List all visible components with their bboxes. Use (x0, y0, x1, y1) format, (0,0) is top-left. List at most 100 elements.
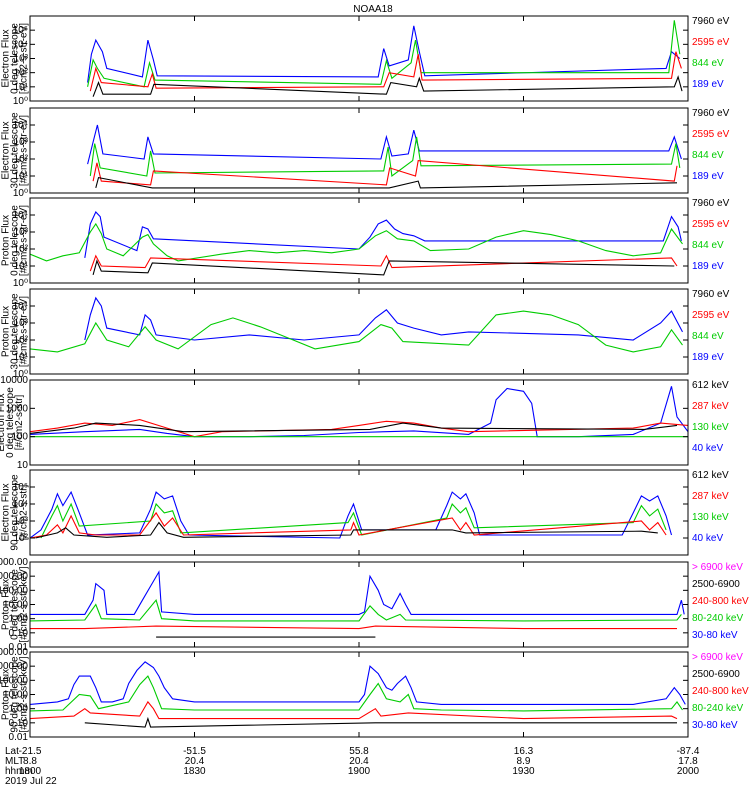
legend-entry: 7960 eV (692, 16, 730, 27)
y-tick-label: 10000.00 (0, 557, 28, 568)
y-tick-label: 10⁴ (13, 120, 28, 131)
time-tick-label: 1930 (512, 766, 535, 777)
y-tick-label: 10.00 (3, 600, 28, 611)
mlt-tick-label: 17.8 (678, 756, 698, 767)
legend-entry: 30-80 keV (692, 720, 738, 731)
lat-tick-label: -87.4 (677, 746, 700, 757)
y-tick-label: 1000 (6, 403, 29, 414)
legend-entry: 2500-6900 (692, 579, 740, 590)
x-row-label: Lat (5, 746, 19, 757)
y-tick-label: 10² (14, 154, 29, 165)
series-black-line (92, 75, 683, 97)
legend-entry: 189 eV (692, 261, 724, 272)
series-blue-line (84, 296, 683, 341)
y-tick-label: 10¹ (14, 261, 29, 272)
series-green-line (30, 310, 683, 353)
y-tick-label: 0.01 (9, 732, 29, 743)
y-tick-label: 10⁵ (13, 482, 28, 493)
chart-title: NOAA18 (353, 4, 393, 15)
y-tick-label: 10⁵ (13, 25, 28, 36)
y-tick-label: 10⁰ (13, 369, 28, 380)
legend-entry: 7960 eV (692, 198, 730, 209)
legend-entry: 189 eV (692, 79, 724, 90)
y-tick-label: 10² (14, 533, 29, 544)
y-axis-label: MEPEDProton Flux0 deg telescope[#/cm2-s-… (0, 566, 30, 642)
series-black-line (84, 716, 677, 728)
mlt-tick-label: 8.8 (23, 756, 37, 767)
legend-entry: > 6900 keV (692, 562, 743, 573)
legend-entry: > 6900 keV (692, 652, 743, 663)
y-tick-label: 10³ (14, 227, 29, 238)
series-red-line (30, 419, 688, 438)
time-tick-label: 1830 (183, 766, 206, 777)
series-black-line (30, 422, 678, 434)
legend-entry: 7960 eV (692, 108, 730, 119)
panel-frame (29, 469, 689, 556)
series-black-line (95, 176, 678, 189)
lat-tick-label: 16.3 (514, 746, 534, 757)
y-tick-label: 10³ (14, 516, 29, 527)
mlt-tick-label: 8.9 (517, 756, 531, 767)
legend-entry: 80-240 keV (692, 613, 743, 624)
y-tick-label: 10¹ (14, 171, 29, 182)
y-tick-label: 100.00 (0, 585, 28, 596)
legend-entry: 2595 eV (692, 310, 730, 321)
y-axis-label: TEDElectron Flux30 deg telescope[#/cm2-s… (0, 112, 30, 189)
y-tick-label: 10⁴ (13, 39, 28, 50)
legend-entry: 7960 eV (692, 289, 730, 300)
y-tick-label: 100 (11, 432, 28, 443)
legend-entry: 2500-6900 (692, 669, 740, 680)
y-tick-label: 10¹ (14, 352, 29, 363)
y-tick-label: 1.00 (9, 614, 29, 625)
legend-entry: 844 eV (692, 150, 724, 161)
y-tick-label: 0.10 (9, 718, 29, 729)
date-label: 2019 Jul 22 (5, 776, 57, 787)
time-tick-label: 1900 (348, 766, 371, 777)
series-green-line (40, 502, 667, 539)
legend-entry: 287 keV (692, 491, 729, 502)
series-red-line (30, 700, 678, 720)
y-tick-label: 100.00 (0, 675, 28, 686)
y-tick-label: 10⁰ (13, 188, 28, 199)
legend-entry: 130 keV (692, 512, 729, 523)
legend-entry: 844 eV (692, 331, 724, 342)
legend-entry: 612 keV (692, 380, 729, 391)
y-tick-label: 10³ (14, 318, 29, 329)
legend-entry: 240-800 keV (692, 596, 749, 607)
lat-tick-label: -21.5 (19, 746, 42, 757)
y-tick-label: 10¹ (14, 82, 29, 93)
y-axis-label: MEPEDProton Flux90 deg telescope[#/cm2-s… (0, 656, 30, 733)
series-black-line (92, 259, 675, 276)
series-red-line (30, 511, 667, 539)
legend-entry: 30-80 keV (692, 630, 738, 641)
legend-entry: 189 eV (692, 352, 724, 363)
series-blue-line (84, 211, 682, 258)
panel-8: 0.01 0.10 1.00 10.00 100.00 1000.00 10000.00ME… (0, 647, 749, 743)
y-tick-label: 10⁴ (13, 210, 28, 221)
y-tick-label: 10³ (14, 54, 29, 65)
y-tick-label: 10000 (0, 375, 28, 386)
legend-entry: 844 eV (692, 58, 724, 69)
panel-7: 0.01 0.10 1.00 10.00 100.00 1000.00 10000.00ME… (0, 557, 749, 653)
y-tick-label: 1000.00 (0, 661, 28, 672)
legend-entry: 80-240 keV (692, 703, 743, 714)
panel-frame (29, 379, 689, 466)
series-red-line (89, 51, 682, 92)
legend-entry: 240-800 keV (692, 686, 749, 697)
series-green-line (87, 20, 681, 88)
y-tick-label: 10⁰ (13, 278, 28, 289)
y-tick-label: 10³ (14, 137, 29, 148)
legend-entry: 130 keV (692, 422, 729, 433)
y-tick-label: 0.10 (9, 628, 29, 639)
series-red-line (89, 254, 678, 272)
legend-entry: 844 eV (692, 240, 724, 251)
legend-entry: 2595 eV (692, 129, 730, 140)
legend-entry: 287 keV (692, 401, 729, 412)
y-tick-label: 1000.00 (0, 571, 28, 582)
